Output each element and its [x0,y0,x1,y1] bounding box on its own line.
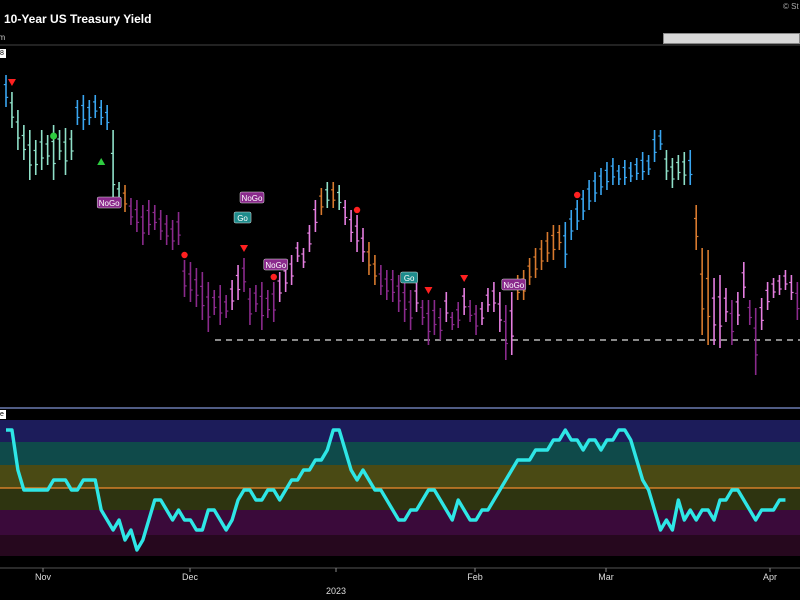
red-dot-marker [181,251,188,259]
nogo-label-text: NoGo [265,261,286,270]
search-bar[interactable] [663,33,800,44]
x-tick-label: 2023 [326,586,346,596]
nogo-label-text: NoGo [242,194,263,203]
copyright-label: © St [783,2,799,11]
green-dot-marker [50,132,58,140]
go-nogo-labels: NoGo NoGo Go NoGo Go NoGo [96,191,527,291]
signal-markers [7,79,581,294]
source-label: om [0,33,6,42]
price-bars [3,75,800,375]
indicator-band [0,488,800,510]
nogo-label-text: NoGo [99,199,120,208]
red-dot-marker [353,206,361,214]
red-dot-marker [270,273,277,281]
indicator-band [0,442,800,465]
indicator-bands [0,420,800,556]
x-tick-label: Mar [598,572,614,582]
nogo-label-box [263,258,289,271]
x-tick-label: Nov [35,572,52,582]
indicator-badge: e [0,410,6,419]
go-label-box [233,211,252,224]
go-label-text: Go [404,274,415,283]
x-tick-label: Apr [763,572,777,582]
indicator-band [0,535,800,556]
down-triangle-marker [424,287,433,294]
down-triangle-marker [240,245,248,252]
nogo-label-box [239,191,265,204]
nogo-label-text: NoGo [503,281,524,290]
nogo-label-box [96,196,122,209]
red-dot-marker [574,191,581,199]
down-triangle-marker [7,79,16,86]
oscillator-line [6,428,786,552]
x-axis: Nov Dec 2023 Feb Mar Apr [35,568,777,596]
up-triangle-marker [97,158,106,165]
go-label-text: Go [237,214,248,223]
x-tick-label: Feb [467,572,483,582]
x-tick-label: Dec [182,572,199,582]
nogo-label-box [501,278,527,291]
oscillator-series [6,428,786,552]
indicator-band [0,465,800,488]
chart-title: 10-Year US Treasury Yield [4,12,152,26]
chart-grid [0,44,800,569]
indicator-band [0,420,800,442]
go-label-box [400,271,418,284]
panel-badge: 8 [0,49,6,58]
down-triangle-marker [460,275,469,282]
